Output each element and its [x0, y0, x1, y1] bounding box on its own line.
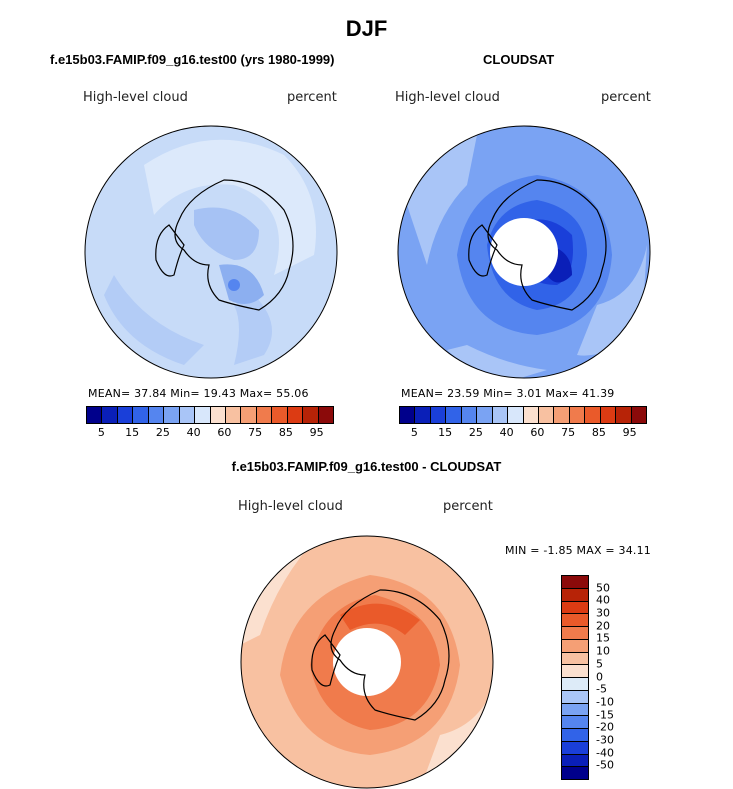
panel2-colorbar-tick-label: 25 [468, 426, 483, 439]
panel2-colorbar-swatch [600, 407, 617, 423]
panel2-colorbar-swatch [415, 407, 431, 423]
panel2-colorbar-swatch [523, 407, 539, 423]
panel1-colorbar-swatch [210, 407, 226, 423]
panel1-colorbar-swatch [241, 407, 257, 423]
panel1-colorbar-swatch [179, 407, 196, 423]
panel1-colorbar-swatch [87, 407, 103, 423]
panel3-colorbar-swatch [562, 703, 588, 717]
panel1-colorbar-swatch [117, 407, 134, 423]
panel2-colorbar-tick-label: 15 [438, 426, 453, 439]
panel2-colorbar-swatch [461, 407, 478, 423]
panel2-colorbar [399, 406, 647, 424]
panel2-colorbar-swatch [492, 407, 509, 423]
panel3-colorbar-tick-label: -20 [596, 720, 614, 734]
panel2-colorbar-swatch [430, 407, 447, 423]
panel2-colorbar-swatch [446, 407, 462, 423]
panel3-colorbar-swatch [562, 627, 588, 640]
panel3-colorbar-swatch [562, 576, 588, 589]
panel1-colorbar-tick-label: 25 [155, 426, 170, 439]
panel1-colorbar-swatch [148, 407, 165, 423]
panel3-colorbar-swatch [562, 614, 588, 627]
panel3-colorbar-swatch [562, 678, 588, 691]
panel3-colorbar-tick-label: 10 [596, 644, 610, 658]
panel3-colorbar-tick-label: 50 [596, 581, 610, 595]
panel3-colorbar-swatch [562, 767, 588, 779]
panel1-colorbar-swatch [256, 407, 273, 423]
panel1-polar-map [84, 125, 338, 379]
panel3-colorbar-swatch [562, 741, 588, 755]
panel2-colorbar-swatch [477, 407, 493, 423]
panel2-colorbar-swatch [538, 407, 555, 423]
panel1-colorbar-tick-label: 95 [309, 426, 324, 439]
panel1-colorbar-swatch [133, 407, 149, 423]
panel1-colorbar-tick-label: 75 [248, 426, 263, 439]
panel3-colorbar [561, 575, 589, 780]
panel2-units-label: percent [601, 90, 651, 105]
panel1-colorbar-swatch [102, 407, 118, 423]
panel3-colorbar-tick-label: -30 [596, 733, 614, 747]
panel1-colorbar-tick-label: 5 [97, 426, 105, 439]
page-title: DJF [345, 16, 388, 41]
panel3-colorbar-tick-label: -5 [596, 682, 607, 696]
panel2-colorbar-swatch [400, 407, 416, 423]
panel2-colorbar-swatch [508, 407, 524, 423]
panel2-colorbar-swatch [631, 407, 646, 423]
panel1-colorbar-swatch [272, 407, 288, 423]
panel3-colorbar-tick-label: -10 [596, 695, 614, 709]
panel3-colorbar-swatch [562, 729, 588, 742]
panel3-polar-map [240, 535, 494, 789]
panel1-colorbar-tick-label: 60 [217, 426, 232, 439]
panel2-colorbar-tick-label: 40 [499, 426, 514, 439]
panel1-stats: MEAN= 37.84 Min= 19.43 Max= 55.06 [88, 387, 309, 400]
panel1-colorbar-tick-label: 85 [278, 426, 293, 439]
panel1-colorbar-swatch [303, 407, 319, 423]
panel3-colorbar-swatch [562, 601, 588, 615]
panel3-colorbar-tick-label: 15 [596, 631, 610, 645]
panel1-variable-label: High-level cloud [83, 90, 188, 105]
panel2-colorbar-tick-label: 60 [530, 426, 545, 439]
panel3-colorbar-tick-label: 5 [596, 657, 603, 671]
panel1-colorbar [86, 406, 334, 424]
panel3-colorbar-tick-label: 30 [596, 606, 610, 620]
panel1-colorbar-swatch [225, 407, 242, 423]
panel3-colorbar-swatch [562, 690, 588, 704]
panel3-colorbar-tick-label: 0 [596, 670, 603, 683]
panel1-colorbar-tick-label: 40 [186, 426, 201, 439]
panel1-colorbar-tick-label: 15 [125, 426, 140, 439]
panel2-colorbar-swatch [585, 407, 601, 423]
panel3-colorbar-swatch [562, 716, 588, 729]
panel1-colorbar-swatch [195, 407, 211, 423]
panel2-polar-map [397, 125, 651, 379]
panel3-variable-label: High-level cloud [238, 499, 343, 514]
panel1-units-label: percent [287, 90, 337, 105]
panel3-colorbar-swatch [562, 754, 588, 768]
panel3-colorbar-swatch [562, 639, 588, 653]
panel3-colorbar-swatch [562, 588, 588, 602]
panel2-colorbar-swatch [554, 407, 570, 423]
panel3-colorbar-tick-label: 40 [596, 593, 610, 607]
panel1-colorbar-swatch [318, 407, 333, 423]
panel1-colorbar-swatch [287, 407, 304, 423]
panel2-stats: MEAN= 23.59 Min= 3.01 Max= 41.39 [401, 387, 615, 400]
panel2-variable-label: High-level cloud [395, 90, 500, 105]
panel2-title: CLOUDSAT [483, 52, 555, 67]
panel2-colorbar-tick-label: 85 [591, 426, 606, 439]
panel1-title: f.e15b03.FAMIP.f09_g16.test00 (yrs 1980-… [50, 52, 335, 67]
panel2-colorbar-tick-label: 75 [561, 426, 576, 439]
panel3-title: f.e15b03.FAMIP.f09_g16.test00 - CLOUDSAT [231, 459, 502, 474]
panel1-colorbar-swatch [164, 407, 180, 423]
panel3-stats: MIN = -1.85 MAX = 34.11 [505, 544, 651, 557]
panel3-colorbar-tick-label: -40 [596, 746, 614, 760]
panel2-colorbar-tick-label: 5 [410, 426, 418, 439]
panel3-colorbar-swatch [562, 652, 588, 666]
panel2-colorbar-swatch [569, 407, 586, 423]
panel3-colorbar-tick-label: 20 [596, 619, 610, 633]
panel3-colorbar-tick-label: -50 [596, 758, 614, 772]
panel3-colorbar-tick-label: -15 [596, 708, 614, 722]
panel2-colorbar-tick-label: 95 [622, 426, 637, 439]
panel3-colorbar-swatch [562, 665, 588, 678]
panel3-units-label: percent [443, 499, 493, 514]
panel2-colorbar-swatch [616, 407, 632, 423]
